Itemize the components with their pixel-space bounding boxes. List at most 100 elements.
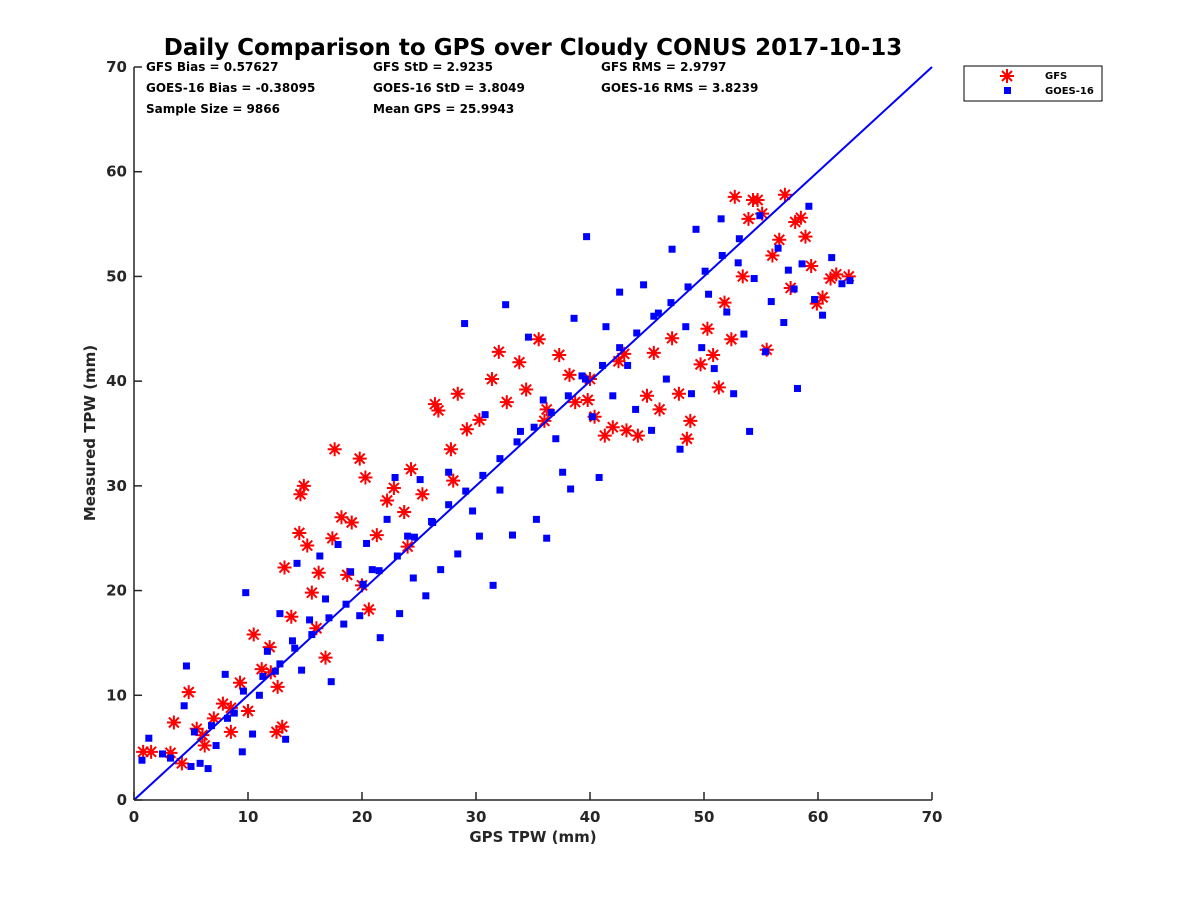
point-gfs-77	[724, 332, 739, 347]
point-gfs-12	[241, 703, 255, 718]
point-gfs-98	[583, 372, 597, 387]
point-goes-16-122	[479, 471, 487, 479]
point-goes-16-20	[288, 637, 296, 645]
point-goes-16-113	[325, 614, 333, 622]
point-goes-16-45	[461, 320, 469, 328]
point-goes-16-55	[532, 515, 540, 523]
point-goes-16-119	[428, 517, 436, 525]
point-goes-16-37	[404, 532, 412, 540]
point-gfs-48	[484, 372, 499, 387]
point-goes-16-86	[734, 259, 742, 267]
legend-goes16-marker-icon	[1004, 87, 1011, 94]
stat-goes16-std: GOES-16 StD = 3.8049	[373, 81, 525, 95]
point-gfs-15	[262, 640, 277, 655]
point-goes-16-131	[633, 329, 641, 337]
legend-gfs-marker-icon	[1000, 69, 1014, 83]
point-gfs-93	[809, 296, 824, 311]
point-gfs-64	[630, 428, 645, 443]
point-goes-16-110	[276, 660, 284, 668]
point-goes-16-46	[469, 507, 477, 515]
point-goes-16-25	[322, 595, 330, 603]
x-tick-label-30: 30	[466, 808, 487, 826]
point-goes-16-33	[376, 634, 384, 642]
point-goes-16-34	[383, 515, 391, 523]
point-goes-16-87	[740, 330, 748, 338]
point-gfs-91	[798, 229, 813, 244]
point-goes-16-35	[391, 473, 399, 481]
point-goes-16-137	[735, 235, 743, 243]
point-goes-16-80	[698, 344, 706, 352]
x-tick-label-10: 10	[238, 808, 259, 826]
x-axis-title: GPS TPW (mm)	[469, 828, 596, 846]
point-goes-16-128	[581, 375, 589, 383]
point-gfs-47	[472, 412, 487, 427]
point-goes-16-101	[819, 311, 827, 319]
point-goes-16-69	[624, 361, 632, 369]
point-gfs-55	[552, 347, 567, 362]
point-goes-16-57	[543, 534, 551, 542]
point-gfs-46	[459, 422, 474, 437]
point-goes-16-27	[334, 540, 342, 548]
point-goes-16-66	[602, 323, 610, 331]
point-goes-16-94	[780, 319, 788, 327]
point-goes-16-26	[327, 678, 335, 686]
point-goes-16-15	[255, 691, 263, 699]
point-gfs-57	[568, 395, 583, 410]
point-gfs-44	[443, 442, 458, 457]
point-goes-16-81	[705, 290, 713, 298]
point-goes-16-74	[662, 375, 670, 383]
point-goes-16-6	[187, 762, 195, 770]
point-gfs-60	[597, 428, 612, 443]
point-gfs-42	[427, 397, 442, 412]
point-goes-16-56	[539, 396, 547, 404]
axes-layer	[133, 67, 932, 801]
point-goes-16-59	[559, 468, 567, 476]
point-gfs-27	[318, 650, 333, 665]
point-gfs-45	[450, 386, 465, 401]
point-goes-16-18	[276, 610, 284, 618]
point-goes-16-71	[640, 281, 648, 289]
point-gfs-40	[404, 462, 419, 477]
point-goes-16-3	[166, 754, 174, 762]
point-goes-16-91	[762, 348, 770, 356]
point-gfs-43	[431, 403, 446, 418]
point-gfs-19	[277, 560, 292, 575]
point-goes-16-43	[445, 468, 453, 476]
point-goes-16-79	[692, 225, 700, 233]
point-gfs-102	[400, 539, 415, 554]
series-goes-16	[138, 202, 854, 773]
point-goes-16-107	[223, 714, 231, 722]
point-gfs-30	[334, 510, 349, 525]
point-gfs-8	[206, 711, 221, 726]
point-gfs-78	[727, 189, 742, 204]
point-gfs-75	[711, 380, 726, 395]
y-axis-ticks: 0 10 20 30 40 50 60 70	[106, 58, 142, 809]
point-goes-16-125	[530, 423, 538, 431]
point-gfs-34	[358, 470, 373, 485]
point-gfs-62	[611, 354, 626, 369]
point-gfs-86	[772, 232, 787, 247]
point-gfs-92	[804, 258, 819, 273]
point-goes-16-60	[567, 485, 575, 493]
point-goes-16-0	[138, 756, 146, 764]
point-gfs-39	[397, 505, 412, 520]
point-gfs-37	[380, 493, 395, 508]
point-goes-16-127	[564, 392, 572, 400]
point-goes-16-39	[416, 476, 424, 484]
legend: GFS GOES-16	[963, 65, 1103, 102]
point-goes-16-104	[846, 277, 854, 285]
point-gfs-96	[829, 267, 844, 282]
point-goes-16-103	[838, 280, 846, 288]
point-gfs-105	[263, 665, 278, 680]
point-gfs-68	[665, 331, 680, 346]
point-gfs-0	[136, 744, 151, 759]
point-goes-16-28	[340, 620, 348, 628]
point-gfs-56	[562, 367, 577, 382]
y-tick-label-70: 70	[106, 58, 127, 76]
point-goes-16-40	[422, 592, 430, 600]
point-gfs-94	[815, 290, 830, 305]
point-goes-16-118	[410, 533, 418, 541]
y-tick-label-40: 40	[106, 372, 127, 390]
point-goes-16-7	[196, 759, 204, 767]
